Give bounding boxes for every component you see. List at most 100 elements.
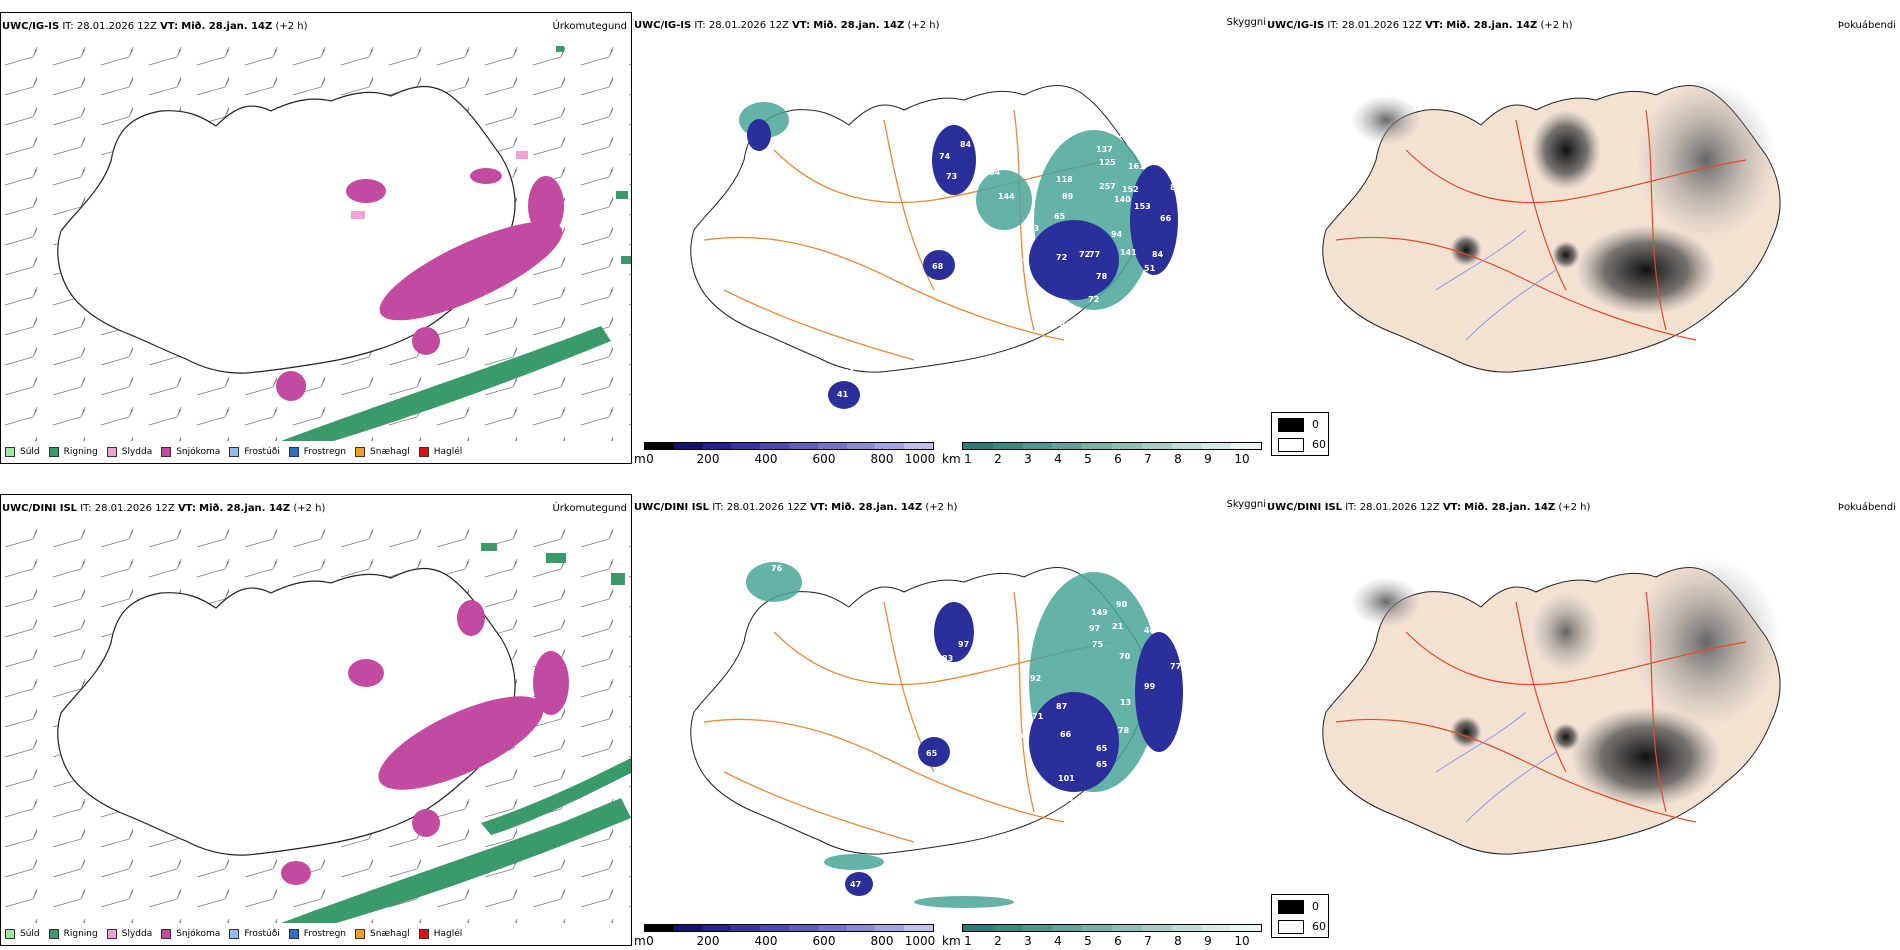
colorbar-tick: 0 xyxy=(646,934,654,946)
panel-header: UWC/DINI ISL IT: 28.01.2026 12Z VT: Mið.… xyxy=(2,503,325,514)
sleet-areas xyxy=(351,151,528,219)
colorbar-tick: 4 xyxy=(1054,452,1062,464)
ceiling-label: 72 xyxy=(1176,634,1188,643)
legend-label: Snjókoma xyxy=(176,929,221,939)
colorbar-tick: 5 xyxy=(1084,452,1092,464)
panel-header: UWC/DINI ISL IT: 28.01.2026 12Z VT: Mið.… xyxy=(1267,502,1590,513)
init-time: IT: 28.01.2026 12Z xyxy=(62,21,157,32)
ceiling-label: 65 xyxy=(1096,744,1108,753)
colorbar-tick: 10 xyxy=(1234,934,1250,946)
ceiling-label: 21 xyxy=(1112,622,1124,631)
colorbar-tick: 1000 xyxy=(904,452,936,464)
legend-swatch xyxy=(161,447,172,457)
legend-swatch xyxy=(229,929,240,939)
rain-areas xyxy=(281,46,631,441)
colorbar-tick: 400 xyxy=(754,452,778,464)
lead-time: (+2 h) xyxy=(907,20,940,31)
colorbar-step xyxy=(788,443,818,449)
ceiling-label: 140 xyxy=(1080,562,1097,571)
ceiling-label: 31 xyxy=(844,368,856,377)
ceiling-label: 65 xyxy=(926,749,938,758)
ceiling-colorbar: m 0 200 400 600 800 1000 xyxy=(634,434,938,464)
fog-legend-swatch-light xyxy=(1278,920,1304,934)
colorbar-tick: 5 xyxy=(1084,934,1092,946)
colorbar-tick: 200 xyxy=(696,452,720,464)
panel-header: UWC/IG-IS IT: 28.01.2026 12Z VT: Mið. 28… xyxy=(634,20,940,31)
colorbar-step xyxy=(673,443,703,449)
legend-swatch xyxy=(5,929,15,939)
model-name: UWC/IG-IS xyxy=(634,20,692,31)
ceiling-label: 72 xyxy=(1056,253,1068,262)
ceiling-label: 64 xyxy=(989,168,1001,177)
visibility-colorbar: km 1 2 3 4 5 6 7 8 9 10 xyxy=(942,916,1266,946)
number-labels: 76 97 83 92 140 149 97 90 21 75 46 70 72… xyxy=(634,522,1266,922)
colorbar-tick: 8 xyxy=(1174,934,1182,946)
legend-label: Frostregn xyxy=(303,447,347,457)
ceiling-label: 125 xyxy=(1099,158,1116,167)
colorbar-step xyxy=(1082,443,1112,449)
colorbar-tick: 3 xyxy=(1024,934,1032,946)
fog-legend: 0 60 xyxy=(1271,412,1329,456)
colorbar-step xyxy=(1141,925,1172,931)
colorbar-step xyxy=(1082,925,1112,931)
panel-title: Þokuábendi xyxy=(1837,20,1896,31)
fog-shading xyxy=(1351,80,1776,315)
visibility-map xyxy=(690,562,1183,908)
ceiling-label: 40 xyxy=(1062,794,1074,803)
colorbar-tick: 6 xyxy=(1114,452,1122,464)
ceiling-label: 51 xyxy=(1144,264,1156,273)
ceiling-colorbar: m 0 200 400 600 800 1000 xyxy=(634,916,938,946)
colorbar-tick: 400 xyxy=(754,934,778,946)
rivers xyxy=(1435,711,1557,823)
fog-legend-swatch-dark xyxy=(1278,418,1304,432)
colorbar-strip xyxy=(644,924,934,932)
legend-label: Haglél xyxy=(433,447,463,457)
precip-panel-row2: UWC/DINI ISL IT: 28.01.2026 12Z VT: Mið.… xyxy=(0,494,632,946)
ceiling-label: 78 xyxy=(1096,272,1108,281)
fog-legend-label: 60 xyxy=(1312,920,1326,933)
rivers xyxy=(1435,229,1557,341)
colorbar-tick: 600 xyxy=(812,452,836,464)
colorbar-step xyxy=(1052,443,1083,449)
legend-item-drizzle: Súld xyxy=(5,447,40,457)
colorbar-tick: 10 xyxy=(1234,452,1250,464)
valid-label: VT: xyxy=(177,503,196,514)
colorbar-tick: 9 xyxy=(1204,452,1212,464)
ceiling-label: 78 xyxy=(1118,726,1130,735)
precip-map xyxy=(1,523,631,923)
ceiling-label: 66 xyxy=(1060,730,1072,739)
colorbar-step xyxy=(875,443,905,449)
precip-map xyxy=(1,41,631,441)
legend-item-hail: Haglél xyxy=(418,929,462,939)
colorbar-tick: 600 xyxy=(812,934,836,946)
ceiling-label: 83 xyxy=(942,654,954,663)
roads xyxy=(1335,591,1747,823)
snow-areas xyxy=(281,600,569,885)
ceiling-label: 84 xyxy=(960,140,972,149)
fog-panel-row1: UWC/IG-IS IT: 28.01.2026 12Z VT: Mið. 28… xyxy=(1266,12,1900,464)
colorbar-strip xyxy=(962,442,1262,450)
ceiling-label: 92 xyxy=(1030,674,1042,683)
visibility-colorbar: km 1 2 3 4 5 6 7 8 9 10 xyxy=(942,434,1266,464)
model-name: UWC/DINI ISL xyxy=(1267,502,1343,513)
ceiling-label: 89 xyxy=(1062,192,1074,201)
legend-item-snow-pellets: Snæhagl xyxy=(355,447,410,457)
legend-label: Slydda xyxy=(121,447,153,457)
colorbar-step xyxy=(846,443,876,449)
ceiling-label: 84 xyxy=(1152,250,1164,259)
colorbar-unit: km xyxy=(942,452,961,464)
colorbar-unit: m xyxy=(634,452,646,464)
roads xyxy=(703,591,1115,843)
legend-swatch xyxy=(48,447,59,457)
fog-shading xyxy=(1351,557,1781,807)
legend-label: Frostúði xyxy=(244,929,280,939)
colorbar-step xyxy=(1171,925,1202,931)
ceiling-label: 141 xyxy=(1120,248,1137,257)
fog-map xyxy=(1322,80,1781,373)
ceiling-label: 90 xyxy=(1018,732,1030,741)
panel-header: UWC/IG-IS IT: 28.01.2026 12Z VT: Mið. 28… xyxy=(1267,20,1573,31)
valid-time: Mið. 28.jan. 14Z xyxy=(181,21,273,32)
ceiling-label: 70 xyxy=(1119,652,1131,661)
colorbar-step xyxy=(1052,925,1083,931)
panel-title: Úrkomutegund xyxy=(552,503,627,514)
